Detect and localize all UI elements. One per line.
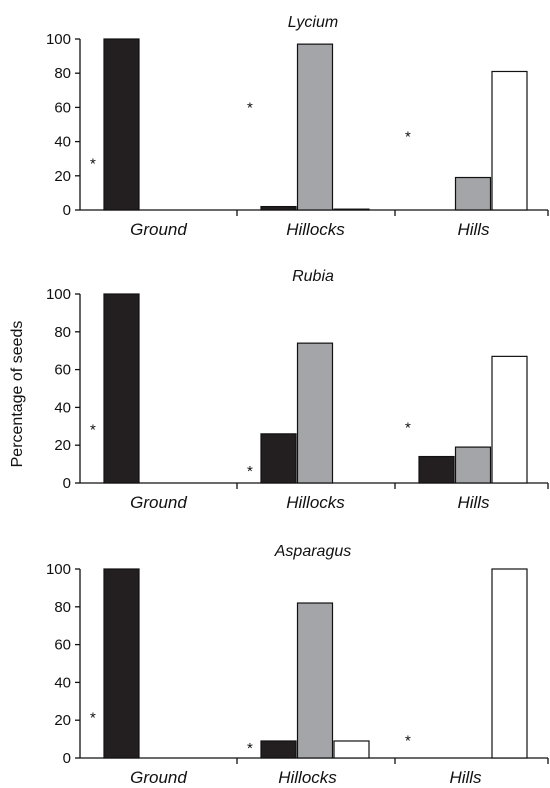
category-label: Ground — [130, 220, 187, 239]
bar-hills-s3 — [491, 70, 528, 211]
y-tick-label: 0 — [63, 202, 71, 219]
significance-asterisk: * — [405, 732, 411, 749]
category-label: Hillocks — [286, 493, 345, 512]
y-tick-label: 40 — [54, 399, 71, 416]
category-label: Hills — [449, 768, 482, 787]
bar-hillocks-s2 — [296, 602, 334, 759]
chart-title-1: Lycium — [288, 14, 338, 31]
significance-asterisk: * — [90, 156, 96, 173]
chart-title-3: Asparagus — [274, 543, 352, 560]
significance-asterisk: * — [90, 710, 96, 727]
bar-hillocks-s1 — [260, 205, 297, 211]
significance-asterisk: * — [247, 463, 253, 480]
category-label: Ground — [130, 768, 187, 787]
y-tick-label: 40 — [54, 134, 71, 151]
significance-asterisk: * — [247, 99, 253, 116]
y-tick-label: 40 — [54, 674, 71, 691]
y-tick-label: 0 — [63, 475, 71, 492]
bar-hillocks-s3 — [333, 208, 370, 211]
category-label: Hillocks — [286, 220, 345, 239]
bar-hillocks-s1 — [260, 433, 297, 484]
category-label: Ground — [130, 493, 187, 512]
bar-hillocks-s1 — [260, 740, 297, 759]
bar-hills-s1 — [418, 455, 455, 484]
significance-asterisk: * — [405, 420, 411, 437]
bar-hills-s2 — [454, 446, 492, 484]
bar-hillocks-s3 — [333, 740, 370, 759]
category-label: Hills — [457, 493, 490, 512]
significance-asterisk: * — [90, 421, 96, 438]
bar-hills-s3 — [491, 355, 528, 484]
chart-title-2: Rubia — [292, 268, 334, 285]
y-tick-label: 80 — [54, 324, 71, 341]
y-tick-label: 80 — [54, 65, 71, 82]
y-tick-label: 60 — [54, 637, 71, 654]
y-tick-label: 20 — [54, 712, 71, 729]
y-tick-label: 60 — [54, 99, 71, 116]
y-axis-label: Percentage of seeds — [9, 321, 26, 468]
bar-hills-s2 — [454, 176, 492, 211]
category-label: Hills — [457, 220, 490, 239]
y-tick-label: 20 — [54, 437, 71, 454]
category-label: Hillocks — [278, 768, 337, 787]
significance-asterisk: * — [247, 740, 253, 757]
bar-ground-s1 — [103, 568, 140, 759]
bar-ground-s1 — [103, 38, 140, 211]
y-tick-label: 60 — [54, 362, 71, 379]
y-tick-label: 20 — [54, 168, 71, 185]
y-tick-label: 100 — [46, 31, 71, 48]
y-tick-label: 100 — [46, 561, 71, 578]
bar-hillocks-s2 — [296, 43, 334, 211]
bar-ground-s1 — [103, 293, 140, 484]
y-tick-label: 100 — [46, 286, 71, 303]
bar-hills-s3 — [491, 568, 528, 759]
y-tick-label: 0 — [63, 750, 71, 767]
y-tick-label: 80 — [54, 599, 71, 616]
significance-asterisk: * — [405, 128, 411, 145]
bar-hillocks-s2 — [296, 342, 334, 484]
